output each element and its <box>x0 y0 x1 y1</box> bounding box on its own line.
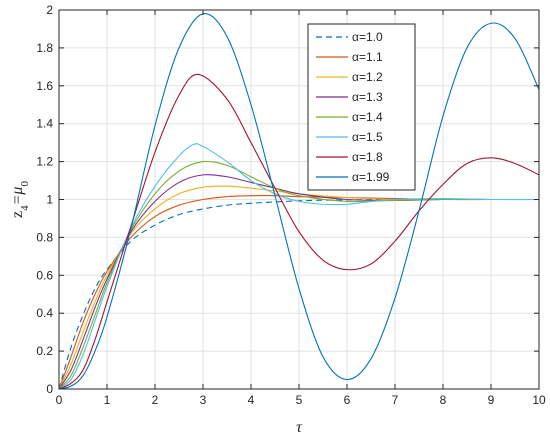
x-tick-label: 7 <box>392 393 399 407</box>
legend-box <box>307 23 416 191</box>
legend-label: α=1.8 <box>352 150 383 164</box>
x-tick-label: 4 <box>248 393 255 407</box>
y-tick-label: 1.4 <box>36 117 53 131</box>
x-tick-label: 1 <box>104 393 111 407</box>
y-tick-label: 0.8 <box>36 230 53 244</box>
series-line-2 <box>58 195 539 390</box>
x-tick-label: 0 <box>56 393 63 407</box>
y-tick-label: 0.6 <box>36 268 53 282</box>
legend-label: α=1.99 <box>352 170 390 184</box>
y-tick-label: 0.2 <box>36 344 53 358</box>
legend-label: α=1.2 <box>352 70 383 84</box>
x-tick-label: 5 <box>296 393 303 407</box>
x-tick-label: 6 <box>344 393 351 407</box>
x-tick-label: 10 <box>532 393 546 407</box>
series-line-6 <box>58 143 540 390</box>
legend-label: α=1.5 <box>352 130 383 144</box>
series-lines <box>58 13 540 390</box>
x-tick-label: 2 <box>152 393 159 407</box>
y-tick-label: 1.6 <box>36 79 53 93</box>
y-tick-label: 1.2 <box>36 155 53 169</box>
y-tick-label: 1.8 <box>36 41 53 55</box>
series-line-8 <box>58 13 540 390</box>
y-tick-label: 0 <box>46 382 53 396</box>
x-tick-label: 9 <box>488 393 495 407</box>
x-axis-label: τ <box>296 419 303 436</box>
series-line-7 <box>58 73 540 390</box>
legend: α=1.0 α=1.1 α=1.2 α=1.3 α=1.4 α=1.5 α=1.8 α=1.9… <box>307 23 416 191</box>
y-tick-label: 2 <box>46 3 53 17</box>
series-line-5 <box>58 160 539 390</box>
axis-ticks: 0 1 2 3 4 5 6 7 8 9 10 0 0.2 0.4 0.6 0.8 1 1.2 1.4 1.6 1.8 2 <box>36 3 546 407</box>
legend-label: α=1.0 <box>352 30 383 44</box>
y-tick-label: 1 <box>46 193 53 207</box>
legend-label: α=1.1 <box>352 50 383 64</box>
y-axis-label: z4=μ0 <box>9 181 31 218</box>
y-tick-label: 0.4 <box>36 306 53 320</box>
legend-label: α=1.3 <box>352 90 383 104</box>
legend-label: α=1.4 <box>352 110 383 124</box>
x-tick-label: 8 <box>440 393 447 407</box>
x-tick-label: 3 <box>200 393 207 407</box>
